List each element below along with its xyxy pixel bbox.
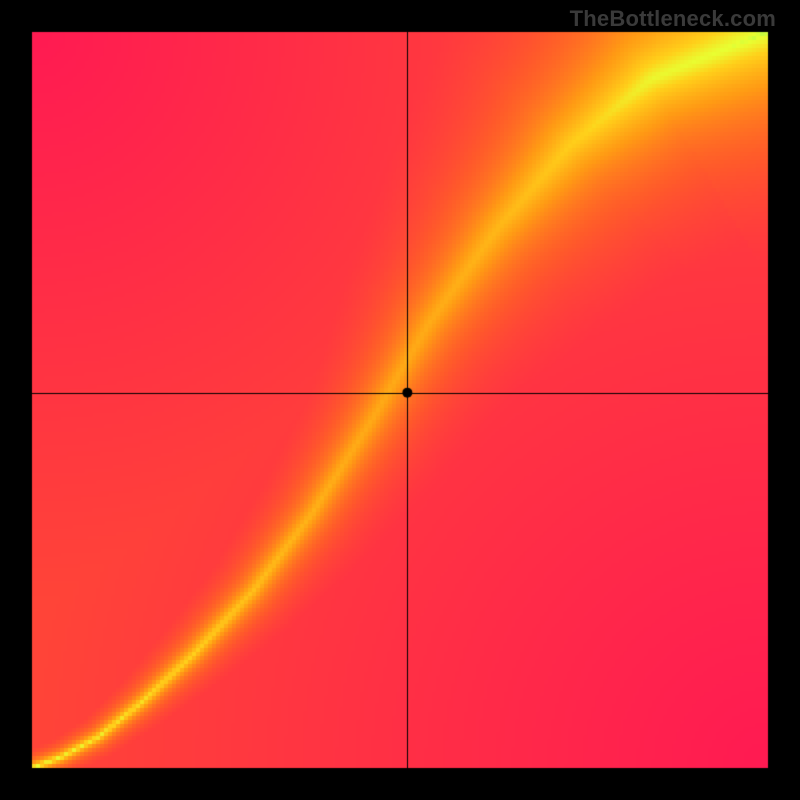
chart-container: TheBottleneck.com xyxy=(0,0,800,800)
heatmap-canvas xyxy=(0,0,800,800)
attribution-text: TheBottleneck.com xyxy=(570,6,776,32)
